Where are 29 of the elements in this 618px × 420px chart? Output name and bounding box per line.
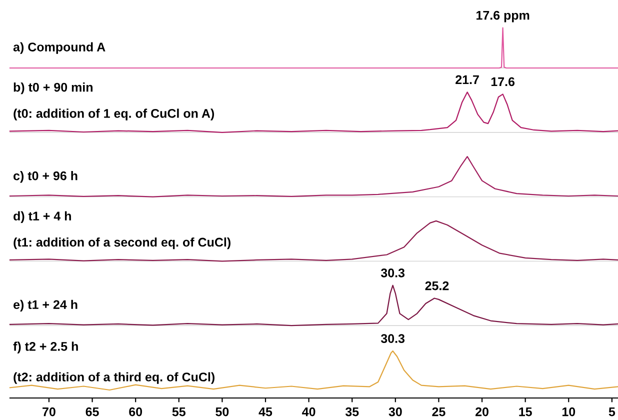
- annotation: f) t2 + 2.5 h: [13, 342, 78, 354]
- annotation: 17.6: [491, 77, 515, 86]
- annotation: (t2: addition of a third eq. of CuCl): [14, 372, 214, 384]
- annotation: a) Compound A: [13, 42, 106, 54]
- x-tick-label: 35: [345, 407, 359, 416]
- annotation: 25.2: [425, 281, 449, 290]
- x-tick-label: 5: [608, 407, 616, 416]
- x-tick-label: 70: [42, 407, 56, 416]
- annotation: 21.7: [456, 75, 479, 84]
- annotation: c) t0 + 96 h: [14, 171, 78, 183]
- x-tick-label: 15: [519, 407, 532, 416]
- annotation: 30.3: [380, 268, 405, 278]
- annotation: e) t1 + 24 h: [14, 300, 78, 312]
- annotation: (t1: addition of a second eq. of CuCl): [14, 237, 230, 250]
- x-tick-label: 45: [258, 407, 272, 416]
- x-tick-label: 40: [302, 407, 316, 416]
- x-tick-label: 10: [562, 407, 576, 416]
- x-tick-label: 65: [86, 407, 99, 416]
- x-tick-label: 20: [476, 407, 488, 416]
- x-tick-label: 55: [172, 407, 186, 416]
- x-tick-label: 60: [129, 407, 142, 416]
- x-tick-label: 30: [388, 407, 402, 416]
- x-tick-label: 50: [216, 407, 229, 416]
- annotation: (t0: addition of 1 eq. of CuCl on A): [14, 108, 214, 120]
- annotation: d) t1 + 4 h: [14, 211, 71, 223]
- annotation: 30.3: [380, 334, 405, 343]
- annotation: 17.6 ppm: [476, 10, 530, 22]
- annotation: b) t0 + 90 min: [14, 82, 92, 94]
- x-tick-label: 25: [432, 407, 446, 416]
